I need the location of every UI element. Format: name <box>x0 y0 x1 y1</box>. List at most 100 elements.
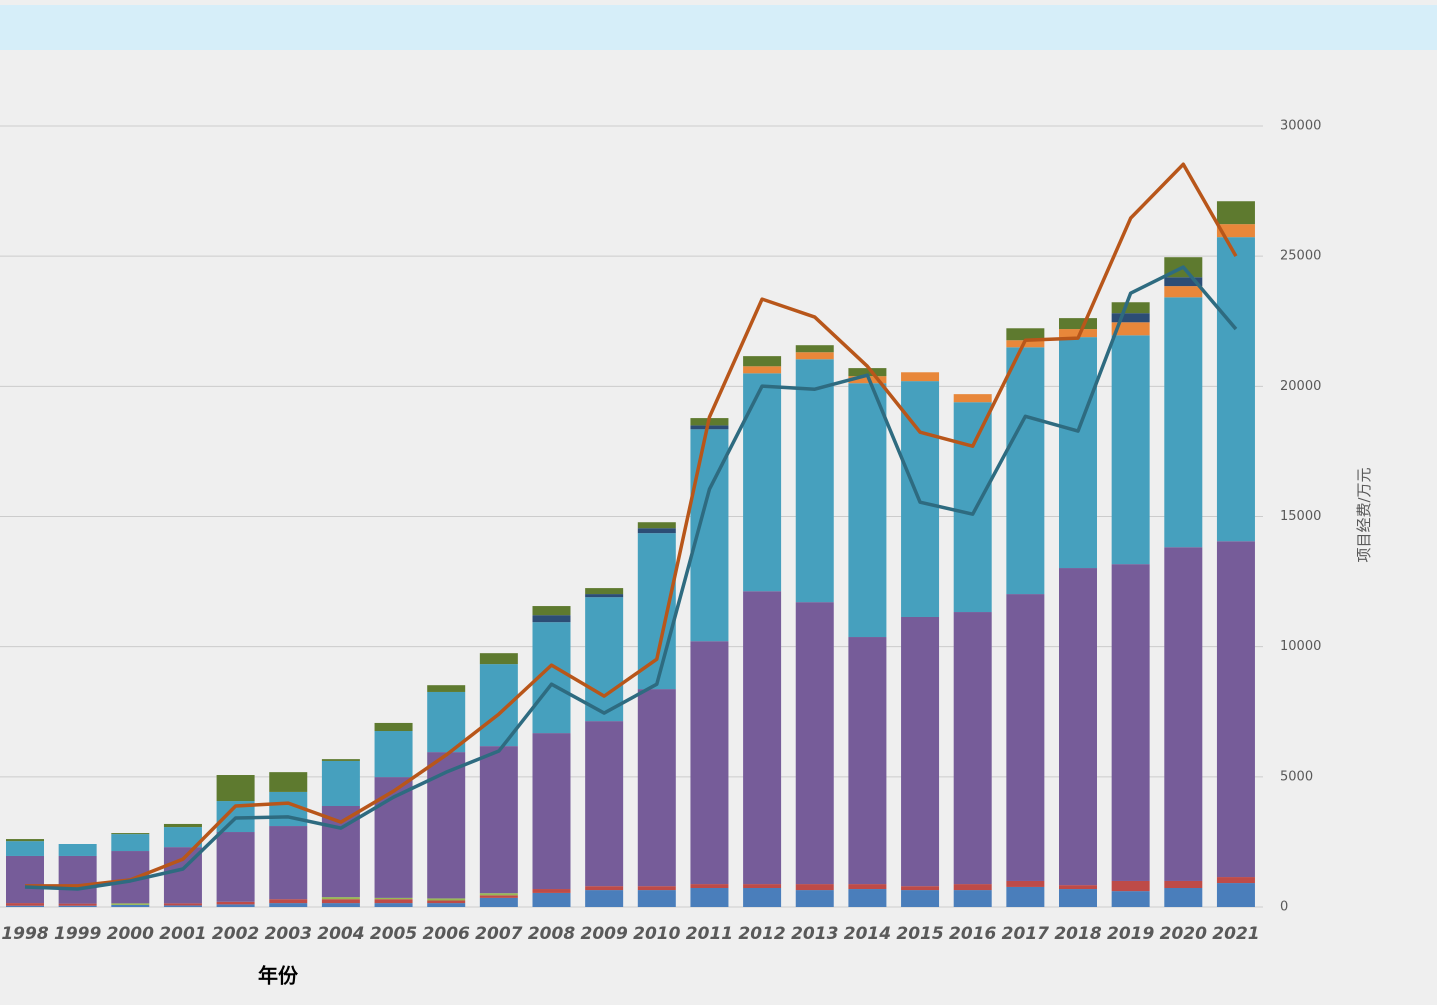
bar-segment <box>585 597 624 722</box>
y-tick-label: 15000 <box>1280 509 1321 524</box>
bar-segment <box>479 895 518 898</box>
x-tick-label: 2018 <box>1054 924 1101 944</box>
bar-segment <box>479 653 518 665</box>
bar-segment <box>1164 887 1203 907</box>
bar-segment <box>532 615 571 623</box>
bar-segment <box>111 904 150 907</box>
bar-segment <box>1059 889 1097 907</box>
bar-segment <box>374 903 413 907</box>
bar-segment <box>269 903 308 907</box>
bar-segment <box>427 691 466 753</box>
bar-segment <box>269 826 308 900</box>
bar-segment <box>585 721 624 887</box>
bar-segment <box>427 900 466 904</box>
bar-segment <box>1006 594 1045 881</box>
x-tick-label: 2005 <box>370 924 417 944</box>
bar-segment <box>953 394 992 403</box>
line-series <box>25 162 1238 888</box>
bar-segment <box>321 899 360 904</box>
bar-segment <box>848 383 887 638</box>
bar-segment <box>1006 880 1045 887</box>
y-axis-label: 项目经费/万元 <box>1355 467 1373 562</box>
bar-segment <box>479 893 518 896</box>
x-tick-label: 2016 <box>949 924 996 944</box>
bar-segment <box>637 528 676 534</box>
bar-segment <box>6 903 44 906</box>
x-tick-label: 2007 <box>475 924 522 944</box>
bar-segment <box>58 905 97 907</box>
bar-segment <box>427 685 466 692</box>
x-tick-label: 2017 <box>1002 924 1049 944</box>
x-tick-label: 2003 <box>265 924 312 944</box>
bar-segment <box>321 760 360 806</box>
bar-segment <box>1059 568 1097 886</box>
bar-segment <box>1111 313 1150 323</box>
bar-segment <box>743 373 782 592</box>
bar-segment <box>163 827 202 848</box>
bar-segment <box>1111 302 1150 314</box>
bar-segment <box>848 637 887 885</box>
line-series <box>24 265 1238 891</box>
x-tick-label: 2011 <box>686 924 733 944</box>
y-tick-label: 25000 <box>1280 249 1321 264</box>
x-tick-label: 2008 <box>528 924 575 944</box>
bar-segment <box>1216 201 1255 225</box>
x-tick-label: 1999 <box>54 924 101 944</box>
y-tick-label: 10000 <box>1280 639 1321 654</box>
bar-segment <box>953 884 992 891</box>
bar-segment <box>321 897 360 900</box>
x-tick-label: 2020 <box>1160 924 1207 944</box>
bar-segment <box>743 356 782 367</box>
bar-segment <box>690 887 729 907</box>
bar-segment <box>1059 318 1097 330</box>
bar-segment <box>1059 885 1097 890</box>
bar-segment <box>953 612 992 885</box>
bar-segment <box>111 903 150 905</box>
x-tick-label: 2015 <box>896 924 943 944</box>
bar-segment <box>1111 891 1150 907</box>
bar-segment <box>953 402 992 613</box>
bar-segment <box>1164 880 1203 888</box>
bar-segment <box>163 823 202 828</box>
bar-segment <box>1216 224 1255 238</box>
bar-segment <box>585 588 624 595</box>
header-band <box>0 5 1437 50</box>
x-tick-label: 2010 <box>633 924 680 944</box>
bar-segment <box>532 606 571 616</box>
bar-segment <box>216 832 255 902</box>
x-tick-label: 1998 <box>1 924 48 944</box>
bar-segment <box>795 359 834 603</box>
bar-segment <box>1006 328 1045 341</box>
bar-segment <box>479 897 518 907</box>
bar-segment <box>1059 337 1097 569</box>
y-tick-label: 0 <box>1280 900 1288 915</box>
bar-segment <box>1006 347 1045 595</box>
x-tick-label: 2021 <box>1212 924 1259 944</box>
y-tick-label: 5000 <box>1280 769 1313 784</box>
bar-segment <box>58 903 97 906</box>
bar-segment <box>374 897 413 900</box>
bar-segment <box>1111 322 1150 336</box>
bar-segment <box>585 886 624 891</box>
bar-segment <box>1111 335 1150 565</box>
bar-segment <box>1164 297 1203 548</box>
bar-segment <box>427 903 466 907</box>
bar-segment <box>1111 564 1150 881</box>
bar-segment <box>1059 329 1097 338</box>
bar-segment <box>795 602 834 885</box>
bar-segment <box>795 345 834 353</box>
bar-segment <box>1006 886 1045 907</box>
bar-segment <box>585 890 624 907</box>
bar-segment <box>690 641 729 885</box>
x-tick-label: 2013 <box>791 924 838 944</box>
x-axis-label: 年份 <box>258 964 299 988</box>
bar-segment <box>216 904 255 907</box>
bar-segment <box>1216 237 1255 542</box>
bar-segment <box>795 352 834 360</box>
x-tick-label: 2002 <box>212 924 259 944</box>
bar-segment <box>637 886 676 891</box>
bar-segment <box>637 689 676 887</box>
bar-segment <box>901 372 940 382</box>
